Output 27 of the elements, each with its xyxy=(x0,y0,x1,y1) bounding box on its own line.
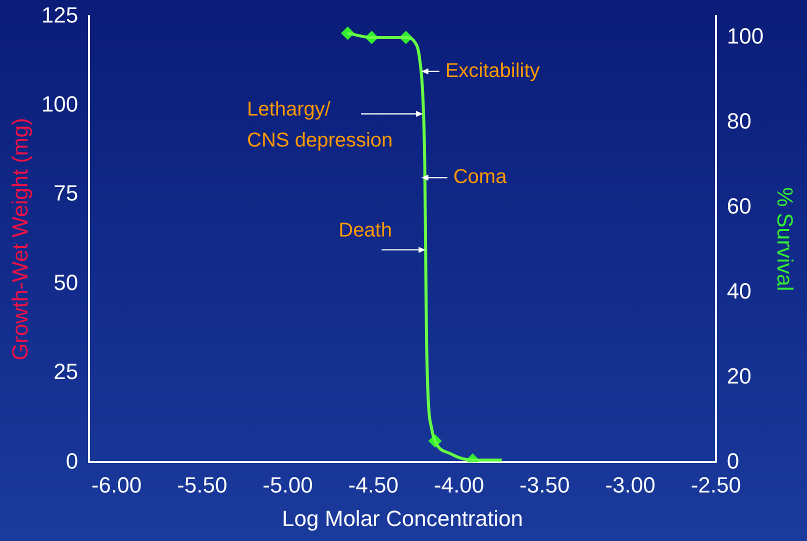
annotation: Excitability xyxy=(445,60,540,82)
y-tick-label: 75 xyxy=(54,180,78,206)
y2-axis-title: % Survival xyxy=(772,187,798,292)
x-tick-label: -5.00 xyxy=(262,472,313,498)
y-tick-label: 125 xyxy=(41,2,78,28)
x-axis-title: Log Molar Concentration xyxy=(282,506,523,531)
x-tick-label: -3.00 xyxy=(605,472,656,498)
y2-tick-label: 60 xyxy=(726,193,752,218)
annotation: Death xyxy=(338,219,392,242)
annotation: Coma xyxy=(453,166,508,188)
y2-tick-label: 40 xyxy=(726,278,752,304)
x-tick-label: -3.50 xyxy=(520,472,570,498)
y-tick-label: 25 xyxy=(54,359,78,384)
y-axis-title: Growth-Wet Weight (mg) xyxy=(7,118,32,360)
y2-tick-label: 100 xyxy=(726,24,764,48)
y-tick-label: 100 xyxy=(41,91,78,116)
x-tick-label: -5.50 xyxy=(177,472,228,498)
x-tick-label: -4.50 xyxy=(348,472,398,498)
annotation: Lethargy/ CNS depression xyxy=(247,98,393,152)
y2-tick-label: 0 xyxy=(726,448,740,474)
x-tick-label: -2.50 xyxy=(690,472,741,498)
y2-tick-label: 20 xyxy=(726,363,752,388)
y-tick-label: 0 xyxy=(66,448,78,474)
x-tick-label: -4.00 xyxy=(434,472,484,498)
x-tick-label: -6.00 xyxy=(91,472,142,498)
y2-tick-label: 80 xyxy=(726,108,752,134)
y-tick-label: 50 xyxy=(54,270,78,295)
